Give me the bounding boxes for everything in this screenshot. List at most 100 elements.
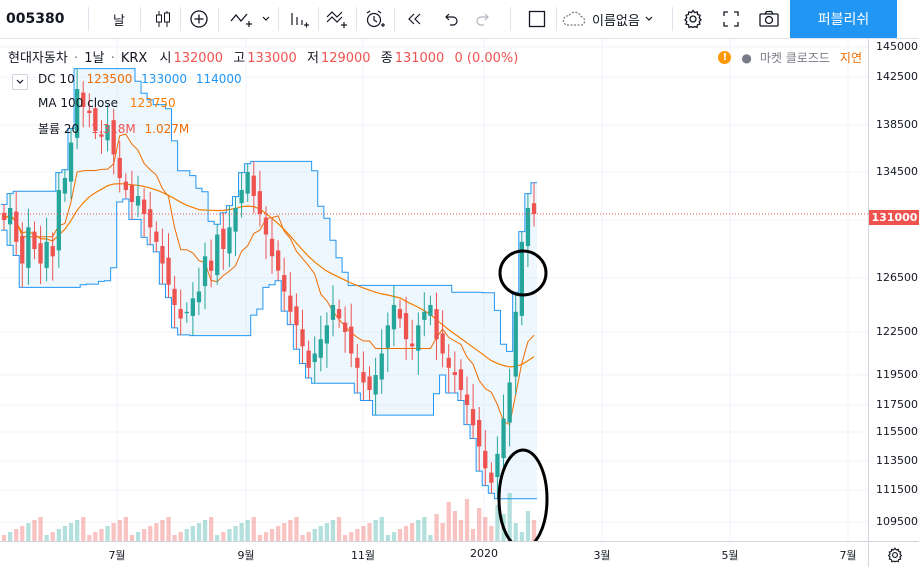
replay-button[interactable] (398, 0, 432, 38)
market-status-label: 마켓 클로즈드 (759, 51, 830, 65)
candle-body (483, 450, 488, 469)
chart-style-button[interactable] (146, 0, 180, 38)
volume-bar (361, 526, 366, 541)
fullscreen-layout-button[interactable] (520, 0, 554, 38)
volume-bar (300, 535, 305, 541)
volume-bar (245, 520, 250, 541)
interval-label: 날 (113, 13, 125, 29)
redo-button[interactable] (466, 0, 500, 38)
candle-body (184, 311, 189, 314)
rewind-icon (408, 13, 421, 25)
candle-body (135, 196, 141, 206)
volume-bar (26, 523, 31, 541)
volume-bar (495, 505, 500, 541)
price-tick-label: 126500 (876, 271, 918, 284)
indicators-dropdown[interactable] (258, 0, 274, 38)
time-axis[interactable]: 7월 9월 11월 2020 3월 5월 7월 (0, 541, 868, 567)
warning-icon: ! (718, 51, 732, 64)
candle-body (269, 238, 275, 257)
interval-button[interactable]: 날 (102, 0, 136, 38)
indicator-dc[interactable]: DC 10 123500 133000 114000 (38, 72, 244, 86)
axis-settings-button[interactable] (868, 541, 919, 567)
volume-bar (105, 526, 110, 541)
ma-value: 123750 (129, 96, 176, 110)
volume-bar (172, 535, 177, 541)
templates-button[interactable] (320, 0, 354, 38)
candle-body (14, 211, 19, 242)
candle-body (129, 185, 135, 202)
volume-bar (525, 511, 531, 541)
indicator-ma[interactable]: MA 100 close 123750 (38, 96, 178, 110)
volume-bar (68, 523, 74, 541)
volume-bar (391, 532, 397, 541)
volume-bar (14, 529, 19, 541)
financials-button[interactable] (282, 0, 316, 38)
volume-bar (117, 520, 122, 541)
candle-body (288, 295, 293, 312)
chart-pane[interactable]: 현대자동차 · 1날 · KRX 시 132000 고 133000 저 129000… (0, 39, 868, 541)
candle-body (190, 298, 195, 316)
symbol-search-button[interactable]: 005380 (6, 0, 81, 38)
legend-main: 현대자동차 · 1날 · KRX 시 132000 고 133000 저 129000… (8, 51, 519, 66)
price-axis[interactable]: 1450001425001385001345001305001265001225… (868, 39, 919, 541)
candle-body (306, 350, 311, 368)
alert-button[interactable] (358, 0, 392, 38)
volume-bar (8, 532, 13, 541)
candle-body (148, 209, 153, 228)
volume-bar (257, 535, 262, 541)
candle-body (336, 309, 342, 319)
close-label: 종 (380, 51, 393, 66)
dc-lower: 114000 (195, 72, 242, 86)
volume-bar (519, 532, 524, 541)
candle-body (464, 394, 470, 405)
candle-body (142, 199, 147, 214)
divider (394, 7, 395, 31)
alarm-clock-icon (366, 10, 385, 28)
donchian-upper-line (0, 68, 538, 352)
fullscreen-button[interactable] (714, 0, 748, 38)
compare-button[interactable] (182, 0, 216, 38)
legend-collapse-button[interactable] (12, 74, 28, 90)
volume-bar (44, 535, 49, 541)
volume-bar (56, 529, 61, 541)
candle-body (62, 178, 68, 194)
candle-body (373, 375, 378, 395)
ma-100-line (3, 183, 535, 368)
financials-icon (291, 13, 309, 28)
market-status[interactable]: ! ● 마켓 클로즈드 지연 (718, 49, 862, 66)
undo-button[interactable] (434, 0, 468, 38)
candle-body (1, 212, 7, 220)
candle-body (318, 339, 323, 358)
volume-bar (135, 532, 141, 541)
candle-body (452, 372, 457, 375)
open-value: 132000 (173, 51, 224, 66)
volume-bar (477, 508, 482, 541)
candle-body (75, 89, 80, 138)
volume-bar (434, 514, 439, 541)
candle-body (428, 305, 433, 316)
volume-bar (416, 520, 421, 541)
indicators-button[interactable] (224, 0, 258, 38)
time-tick-label: 7월 (839, 549, 857, 562)
publish-button[interactable]: 퍼블리쉬 (790, 0, 897, 38)
candle-body (422, 311, 427, 320)
volume-bar (288, 520, 293, 541)
snapshot-button[interactable] (752, 0, 786, 38)
candle-body (446, 357, 451, 368)
volume-bar (123, 517, 128, 541)
price-tick-label: 115500 (876, 425, 918, 438)
candle-body (519, 241, 524, 316)
price-chart[interactable] (0, 39, 868, 541)
price-tick-label: 117500 (876, 398, 918, 411)
candle-body (196, 291, 202, 303)
volume-bar (184, 529, 189, 541)
top-toolbar: 005380 날 이름없음 (0, 0, 919, 39)
layout-name-button[interactable]: 이름없음 (560, 0, 672, 38)
volume-ma-value: 1.027M (144, 122, 190, 136)
candle-body (93, 108, 98, 131)
volume-bar (428, 535, 433, 541)
redo-icon (476, 13, 489, 26)
indicator-volume[interactable]: 볼륨 20 1.318M 1.027M (38, 120, 191, 137)
candle-body (324, 325, 329, 344)
settings-button[interactable] (676, 0, 710, 38)
